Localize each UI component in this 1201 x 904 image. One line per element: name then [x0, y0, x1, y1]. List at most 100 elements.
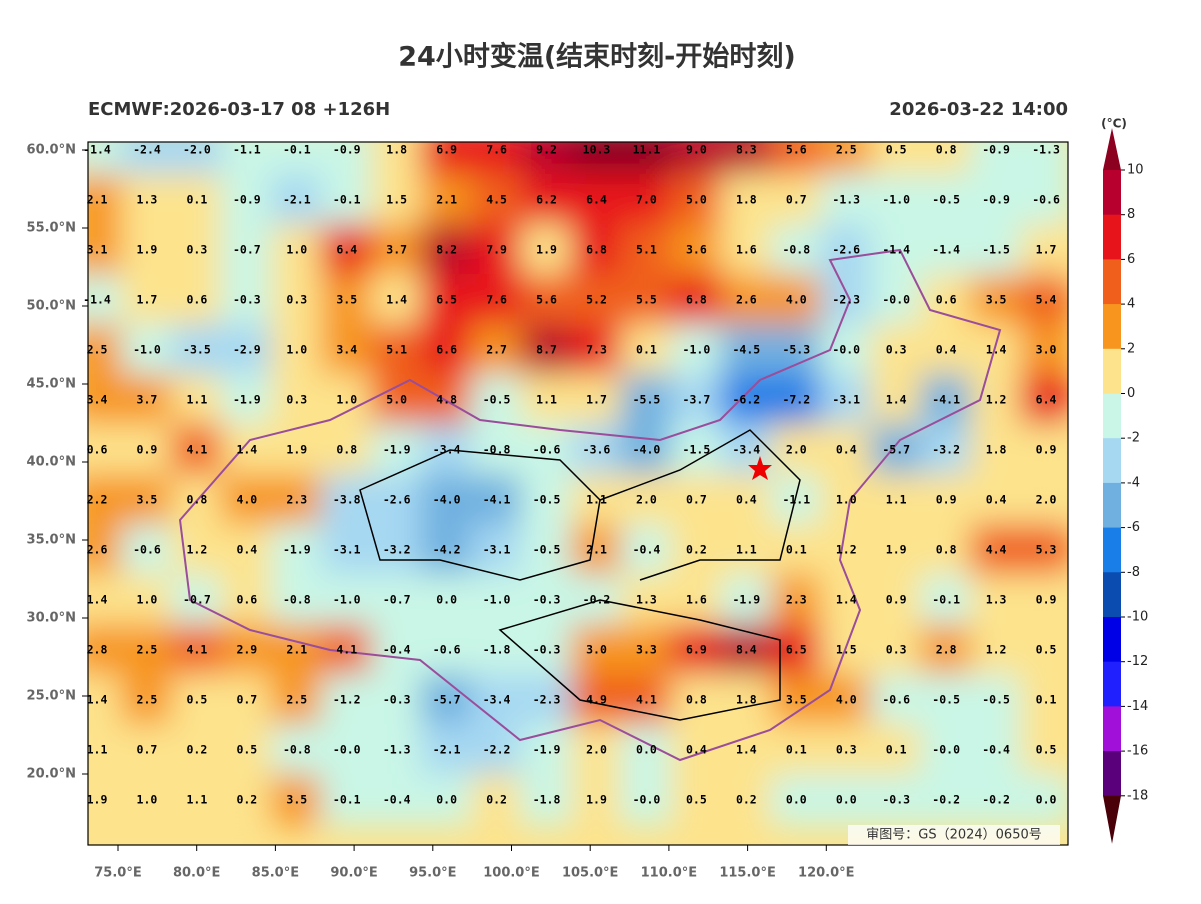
field-cell: [670, 224, 723, 276]
grid-value: 1.2: [986, 393, 1007, 407]
capital-star: [748, 456, 772, 480]
grid-value: -4.0: [633, 443, 661, 457]
grid-value: -0.9: [982, 193, 1010, 207]
grid-value: 4.1: [336, 643, 357, 657]
grid-value: 1.4: [236, 443, 257, 457]
grid-value: 2.1: [286, 643, 307, 657]
grid-value: 5.4: [1036, 293, 1057, 307]
grid-value: -3.7: [683, 393, 711, 407]
field-cell: [520, 674, 573, 726]
field-cell: [170, 324, 223, 376]
grid-value: -1.0: [882, 193, 910, 207]
grid-value: -5.5: [633, 393, 661, 407]
grid-value: 0.3: [286, 293, 307, 307]
grid-value: 1.6: [686, 593, 707, 607]
grid-value: 1.2: [836, 543, 857, 557]
grid-value: -0.5: [932, 693, 960, 707]
field-cell: [520, 174, 573, 226]
grid-value: 1.1: [886, 493, 907, 507]
field-cell: [920, 174, 973, 226]
field-cell: [620, 574, 673, 626]
grid-value: -0.0: [932, 743, 960, 757]
grid-value: 4.8: [436, 393, 457, 407]
grid-value: 1.9: [137, 243, 158, 257]
grid-value: -1.9: [732, 593, 760, 607]
grid-value: 1.1: [536, 393, 557, 407]
grid-value: 0.9: [137, 443, 158, 457]
field-cell: [120, 174, 173, 226]
grid-value: 2.1: [586, 543, 607, 557]
colorbar-segment: [1103, 751, 1121, 797]
field-cell: [88, 474, 123, 526]
grid-value: -2.3: [832, 293, 860, 307]
field-cell: [220, 274, 273, 326]
field-cell: [570, 524, 623, 576]
field-cell: [270, 474, 323, 526]
lon-label: 100.0°E: [483, 866, 540, 881]
grid-value: -0.0: [832, 343, 860, 357]
field-cell: [670, 574, 723, 626]
lat-label: 20.0°N: [27, 767, 76, 782]
field-cell: [970, 424, 1023, 476]
grid-value: 0.9: [1036, 593, 1057, 607]
field-cell: [370, 674, 423, 726]
field-cell: [88, 324, 123, 376]
grid-value: 1.1: [87, 743, 108, 757]
grid-value: -2.0: [183, 143, 211, 157]
grid-value: 3.7: [137, 393, 158, 407]
grid-value: -1.1: [782, 493, 810, 507]
field-cell: [720, 324, 773, 376]
field-cell: [420, 142, 473, 176]
field-cell: [420, 424, 473, 476]
field-cell: [670, 374, 723, 426]
grid-value: 2.5: [87, 343, 108, 357]
field-cell: [770, 424, 823, 476]
grid-value: 3.4: [336, 343, 357, 357]
grid-value: -0.6: [882, 693, 910, 707]
field-cell: [720, 374, 773, 426]
grid-value: -4.1: [483, 493, 511, 507]
grid-value: 1.7: [1036, 243, 1057, 257]
field-cell: [320, 524, 373, 576]
grid-value: 5.3: [1036, 543, 1057, 557]
grid-value: 0.8: [936, 543, 957, 557]
grid-value: -1.8: [483, 643, 511, 657]
field-cell: [370, 724, 423, 776]
grid-value: 6.6: [436, 343, 457, 357]
field-cell: [220, 424, 273, 476]
grid-value: -0.0: [333, 743, 361, 757]
grid-value: 1.0: [836, 493, 857, 507]
grid-value: 1.7: [137, 293, 158, 307]
grid-value: -1.9: [383, 443, 411, 457]
plot-frame: [87, 141, 1069, 846]
grid-value: -0.1: [283, 143, 311, 157]
grid-value: 0.5: [236, 743, 257, 757]
field-cell: [620, 274, 673, 326]
grid-value: 0.3: [886, 643, 907, 657]
field-cell: [170, 174, 223, 226]
grid-value: -4.2: [433, 543, 461, 557]
colorbar-unit: (°C): [1101, 117, 1127, 131]
field-cell: [570, 574, 623, 626]
field-cell: [420, 524, 473, 576]
grid-value: 5.0: [386, 393, 407, 407]
grid-value: -0.5: [932, 193, 960, 207]
field-cell: [1020, 574, 1068, 626]
grid-value: -0.2: [932, 793, 960, 807]
grid-value: 5.5: [636, 293, 657, 307]
field-cell: [620, 774, 673, 826]
grid-value: 3.7: [386, 243, 407, 257]
field-cell: [620, 374, 673, 426]
colorbar-top: [1103, 128, 1121, 170]
grid-value: -2.4: [133, 143, 161, 157]
field-cell: [170, 224, 223, 276]
grid-value: 2.5: [836, 143, 857, 157]
field-cell: [920, 424, 973, 476]
field-cell: [870, 724, 923, 776]
field-cell: [270, 674, 323, 726]
grid-value: -0.5: [483, 393, 511, 407]
field-cell: [220, 142, 273, 176]
field-cell: [620, 624, 673, 676]
grid-value: -0.4: [383, 793, 411, 807]
